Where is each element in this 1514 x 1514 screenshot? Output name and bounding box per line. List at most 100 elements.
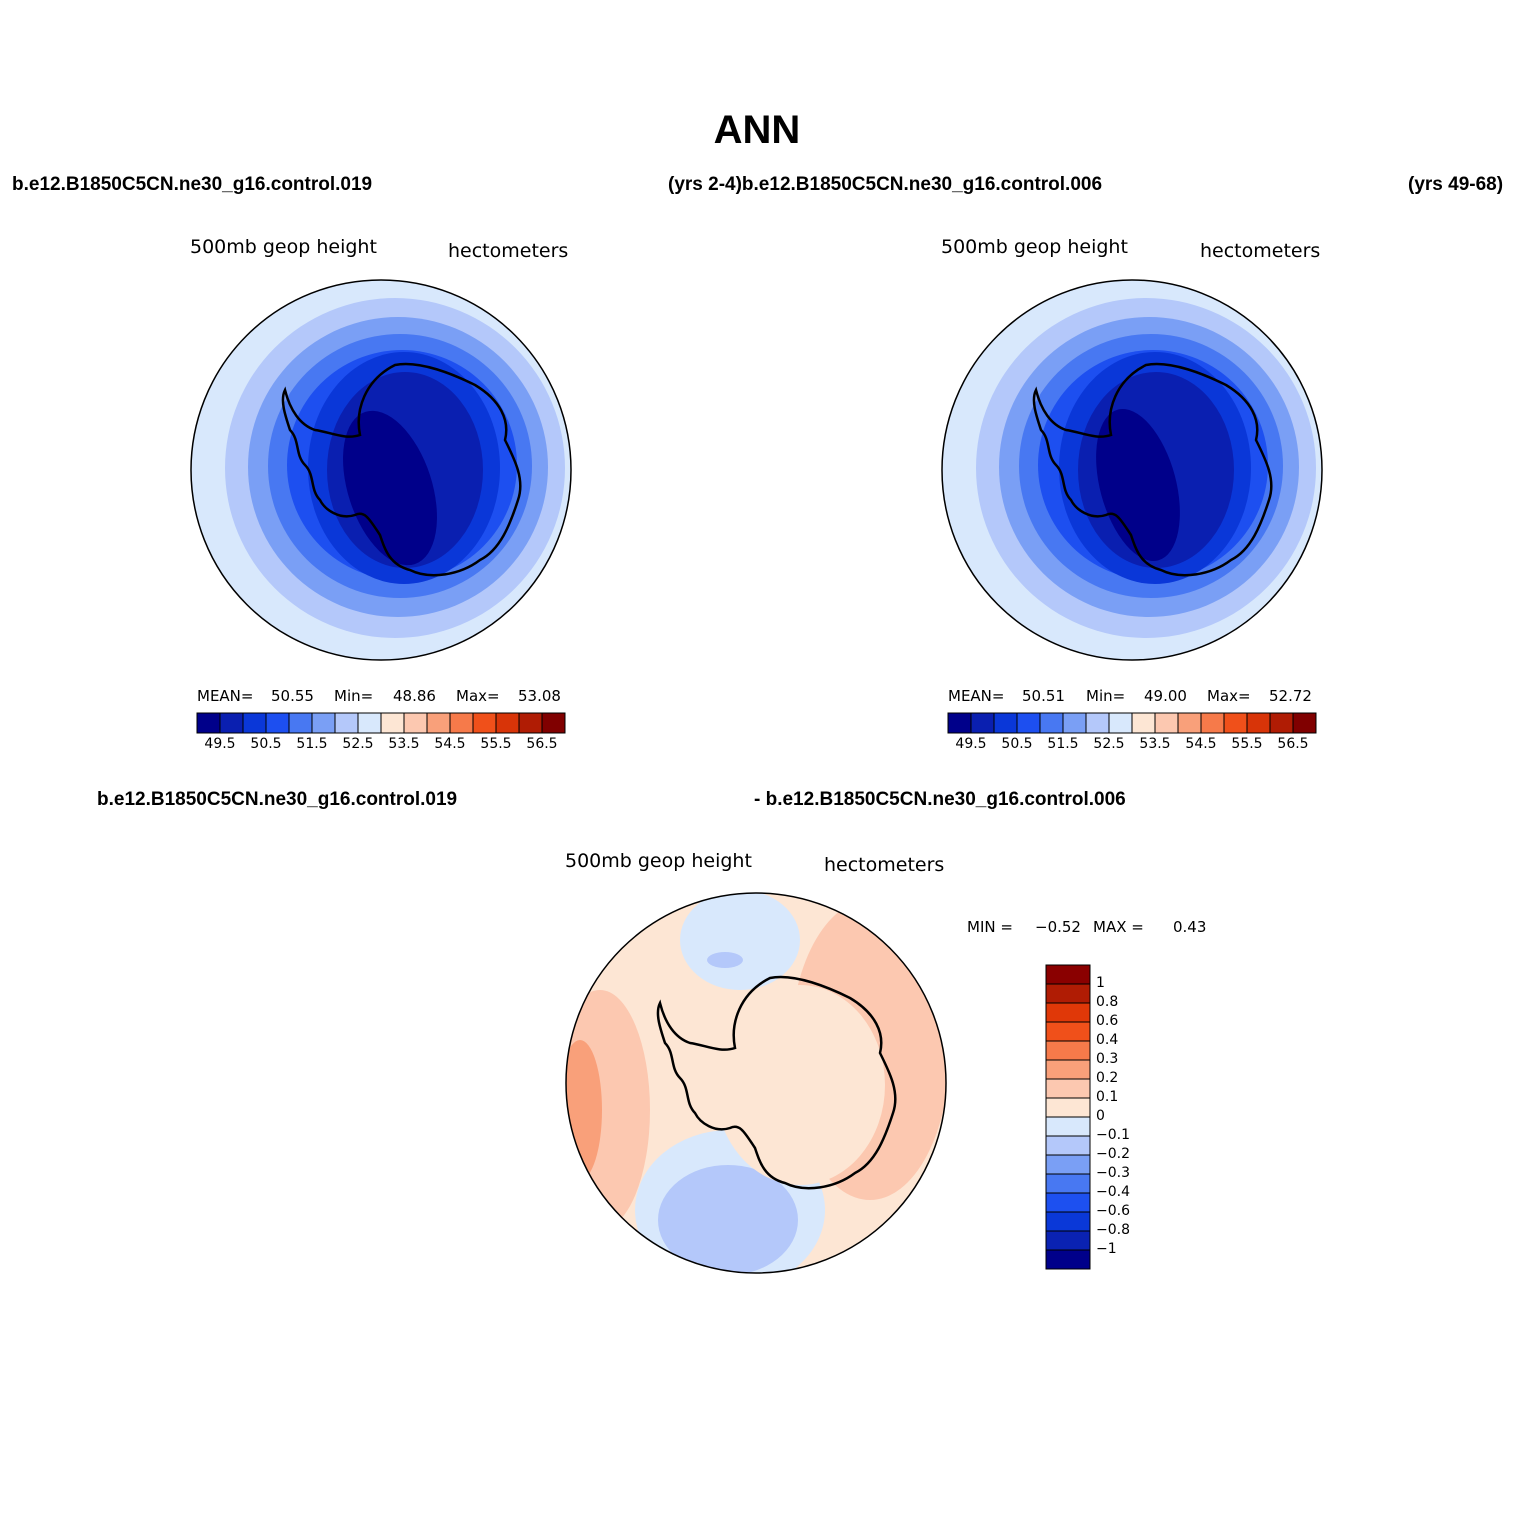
panel3-colorbar-swatch	[1045, 1059, 1091, 1080]
panel2-mean-label: MEAN=	[948, 687, 1005, 705]
panel3-colorbar-tick-label: −1	[1096, 1241, 1117, 1257]
panel1-colorbar	[196, 712, 566, 734]
panel3-colorbar-swatch	[1045, 1116, 1091, 1137]
panel3-variable-label: 500mb geop height	[565, 850, 752, 872]
panel2-colorbar-swatch	[1016, 712, 1041, 734]
panel2-colorbar-swatch	[1246, 712, 1271, 734]
panel3-colorbar-tick-label: −0.8	[1096, 1222, 1130, 1238]
panel3-colorbar-swatch	[1045, 1249, 1091, 1270]
panel2-colorbar-tick-label: 51.5	[1047, 736, 1079, 752]
panel3-colorbar-tick-label: −0.2	[1096, 1146, 1130, 1162]
panel2-colorbar-swatch	[1039, 712, 1064, 734]
panel2-colorbar	[947, 712, 1317, 734]
panel2-colorbar-tick-label: 56.5	[1277, 736, 1309, 752]
panel1-colorbar-swatch	[426, 712, 451, 734]
panel3-colorbar	[1045, 964, 1091, 1270]
panel1-mean-label: MEAN=	[197, 687, 254, 705]
panel2-colorbar-swatch	[1200, 712, 1225, 734]
panel1-colorbar-tick-label: 54.5	[434, 736, 466, 752]
case1-label: b.e12.B1850C5CN.ne30_g16.control.019	[12, 174, 373, 195]
panel3-colorbar-tick-label: −0.4	[1096, 1184, 1130, 1200]
panel1-colorbar-tick-label: 52.5	[342, 736, 374, 752]
panel2-mean-value: 50.51	[1022, 687, 1065, 705]
panel1-colorbar-tick-label: 56.5	[526, 736, 558, 752]
panel1-colorbar-swatch	[219, 712, 244, 734]
panel2-map	[942, 280, 1322, 660]
panel3-colorbar-swatch	[1045, 964, 1091, 985]
panel3-colorbar-tick-label: 1	[1096, 975, 1105, 991]
panel2-max-label: Max=	[1207, 687, 1251, 705]
panel1-colorbar-tick-label: 50.5	[250, 736, 282, 752]
panel2-colorbar-swatch	[970, 712, 995, 734]
panel1-colorbar-tick-label: 53.5	[388, 736, 420, 752]
panel2-colorbar-swatch	[1062, 712, 1087, 734]
panel2-colorbar-swatch	[1269, 712, 1294, 734]
panel1-colorbar-swatch	[265, 712, 290, 734]
panel3-colorbar-swatch	[1045, 983, 1091, 1004]
panel3-min-value: −0.52	[1035, 918, 1081, 936]
panel3-colorbar-swatch	[1045, 1021, 1091, 1042]
figure-title: ANN	[713, 108, 801, 152]
panel2-colorbar-swatch	[1154, 712, 1179, 734]
panel3-colorbar-tick-label: 0.6	[1096, 1013, 1119, 1029]
years-case2-label: (yrs 2-4)b.e12.B1850C5CN.ne30_g16.contro…	[668, 174, 1103, 195]
panel1-colorbar-swatch	[242, 712, 267, 734]
panel2-colorbar-swatch	[1223, 712, 1248, 734]
panel1-min-label: Min=	[334, 687, 374, 705]
panel2-max-value: 52.72	[1269, 687, 1312, 705]
panel3-colorbar-swatch	[1045, 1173, 1091, 1194]
panel3-colorbar-swatch	[1045, 1002, 1091, 1023]
panel1-colorbar-swatch	[196, 712, 221, 734]
panel1-colorbar-tick-label: 55.5	[480, 736, 512, 752]
panel1-colorbar-tick-label: 49.5	[204, 736, 236, 752]
panel1-max-label: Max=	[456, 687, 500, 705]
panel2-min-label: Min=	[1086, 687, 1126, 705]
panel2-colorbar-swatch	[947, 712, 972, 734]
panel2-colorbar-swatch	[1177, 712, 1202, 734]
panel3-colorbar-swatch	[1045, 1192, 1091, 1213]
panel3-map-border	[565, 892, 947, 1274]
panel2-units-label: hectometers	[1200, 240, 1321, 262]
panel2-colorbar-tick-label: 55.5	[1231, 736, 1263, 752]
panel2-colorbar-swatch	[1108, 712, 1133, 734]
diff-case2-label: - b.e12.B1850C5CN.ne30_g16.control.006	[754, 789, 1126, 810]
panel1-colorbar-swatch	[541, 712, 566, 734]
panel3-colorbar-tick-label: 0.8	[1096, 994, 1119, 1010]
panel1-map	[191, 280, 571, 660]
panel1-colorbar-swatch	[449, 712, 474, 734]
panel1-max-value: 53.08	[518, 687, 561, 705]
panel1-colorbar-swatch	[311, 712, 336, 734]
panel1-colorbar-swatch	[288, 712, 313, 734]
panel2-colorbar-swatch	[993, 712, 1018, 734]
panel3-map	[566, 893, 946, 1273]
panel2-colorbar-swatch	[1085, 712, 1110, 734]
panel2-colorbar-tick-label: 53.5	[1139, 736, 1171, 752]
panel2-colorbar-swatch	[1131, 712, 1156, 734]
panel1-variable-label: 500mb geop height	[190, 236, 377, 258]
panel3-colorbar-swatch	[1045, 1154, 1091, 1175]
panel3-colorbar-tick-label: 0.3	[1096, 1051, 1119, 1067]
panel1-colorbar-swatch	[334, 712, 359, 734]
years-case2-right-label: (yrs 49-68)	[1408, 174, 1504, 195]
panel3-colorbar-swatch	[1045, 1135, 1091, 1156]
panel1-units-label: hectometers	[448, 240, 569, 262]
panel3-colorbar-swatch	[1045, 1078, 1091, 1099]
panel3-colorbar-swatch	[1045, 1211, 1091, 1232]
panel1-colorbar-swatch	[495, 712, 520, 734]
panel2-colorbar-tick-label: 54.5	[1185, 736, 1217, 752]
panel3-colorbar-tick-label: −0.6	[1096, 1203, 1130, 1219]
panel3-colorbar-tick-label: 0.1	[1096, 1089, 1119, 1105]
panel2-colorbar-tick-label: 49.5	[955, 736, 987, 752]
panel2-colorbar-tick-label: 52.5	[1093, 736, 1125, 752]
panel1-colorbar-swatch	[357, 712, 382, 734]
panel3-colorbar-tick-label: −0.1	[1096, 1127, 1130, 1143]
panel1-mean-value: 50.55	[271, 687, 314, 705]
panel1-colorbar-swatch	[403, 712, 428, 734]
panel3-max-value: 0.43	[1173, 918, 1207, 936]
panel1-colorbar-swatch	[380, 712, 405, 734]
panel3-units-label: hectometers	[824, 854, 945, 876]
panel2-min-value: 49.00	[1144, 687, 1187, 705]
panel2-variable-label: 500mb geop height	[941, 236, 1128, 258]
panel1-colorbar-swatch	[518, 712, 543, 734]
